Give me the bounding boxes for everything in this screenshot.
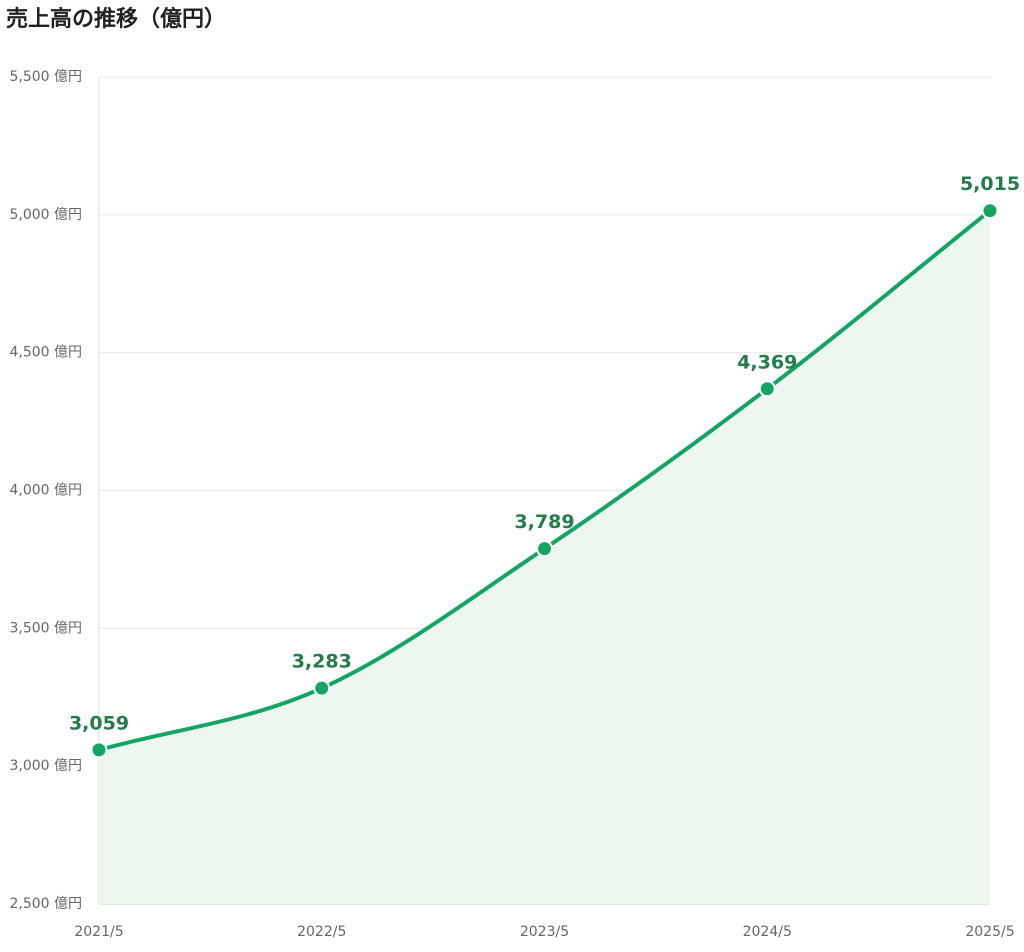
y-tick-label: 4,000 億円 (9, 483, 82, 499)
y-tick-label: 3,500 億円 (9, 620, 82, 636)
value-label: 3,789 (514, 511, 574, 533)
point (758, 380, 776, 398)
point (313, 679, 331, 697)
value-label: 3,059 (69, 712, 129, 734)
x-tick-label: 2022/5 (297, 924, 346, 940)
x-tick-label: 2021/5 (74, 924, 123, 940)
x-tick-label: 2023/5 (520, 924, 569, 940)
point (536, 540, 553, 558)
point (90, 741, 108, 759)
value-label: 3,283 (292, 651, 352, 673)
chart-title: 売上高の推移（億円） (6, 6, 226, 32)
point (981, 202, 999, 220)
x-tick-label: 2024/5 (743, 924, 792, 940)
x-tick-label: 2025/5 (965, 924, 1014, 940)
area (99, 210, 990, 904)
y-tick-label: 4,500 億円 (9, 345, 82, 361)
y-tick-label: 5,000 億円 (9, 207, 82, 223)
y-tick-label: 2,500 億円 (9, 896, 82, 912)
value-label: 4,369 (737, 351, 797, 373)
y-tick-label: 3,000 億円 (9, 758, 82, 774)
value-label: 5,015 (960, 173, 1020, 195)
y-tick-label: 5,500 億円 (9, 69, 82, 85)
